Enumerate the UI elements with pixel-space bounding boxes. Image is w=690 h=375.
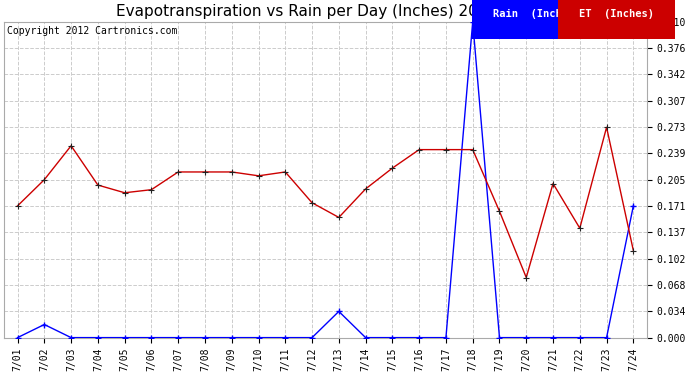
- Text: ET  (Inches): ET (Inches): [580, 9, 654, 19]
- Text: Copyright 2012 Cartronics.com: Copyright 2012 Cartronics.com: [7, 26, 177, 36]
- Text: Rain  (Inches): Rain (Inches): [493, 9, 580, 19]
- Title: Evapotranspiration vs Rain per Day (Inches) 20120725: Evapotranspiration vs Rain per Day (Inch…: [116, 4, 535, 19]
